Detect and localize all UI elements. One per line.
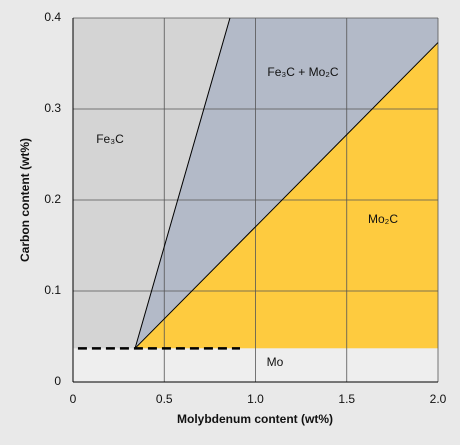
x-tick-label: 0.5 <box>156 392 173 406</box>
y-tick-label: 0.4 <box>44 10 61 24</box>
y-tick-label: 0 <box>54 374 61 388</box>
x-tick-label: 1.5 <box>338 392 355 406</box>
y-tick-label: 0.2 <box>44 192 61 206</box>
region-label: Fe₃C + Mo₂C <box>267 65 339 79</box>
y-tick-label: 0.3 <box>44 101 61 115</box>
phase-region <box>73 18 230 349</box>
x-tick-label: 2.0 <box>430 392 447 406</box>
region-label: Mo <box>267 355 284 369</box>
x-axis-title: Molybdenum content (wt%) <box>177 412 333 426</box>
phase-region <box>135 18 439 349</box>
phase-boundary <box>134 17 231 349</box>
x-tick-label: 0 <box>70 392 77 406</box>
y-axis-title: Carbon content (wt%) <box>18 138 32 262</box>
x-tick-label: 1.0 <box>247 392 264 406</box>
y-tick-label: 0.1 <box>44 283 61 297</box>
region-label: Fe₃C <box>96 132 124 146</box>
phase-boundary <box>134 42 439 349</box>
region-label: Mo₂C <box>368 212 398 226</box>
